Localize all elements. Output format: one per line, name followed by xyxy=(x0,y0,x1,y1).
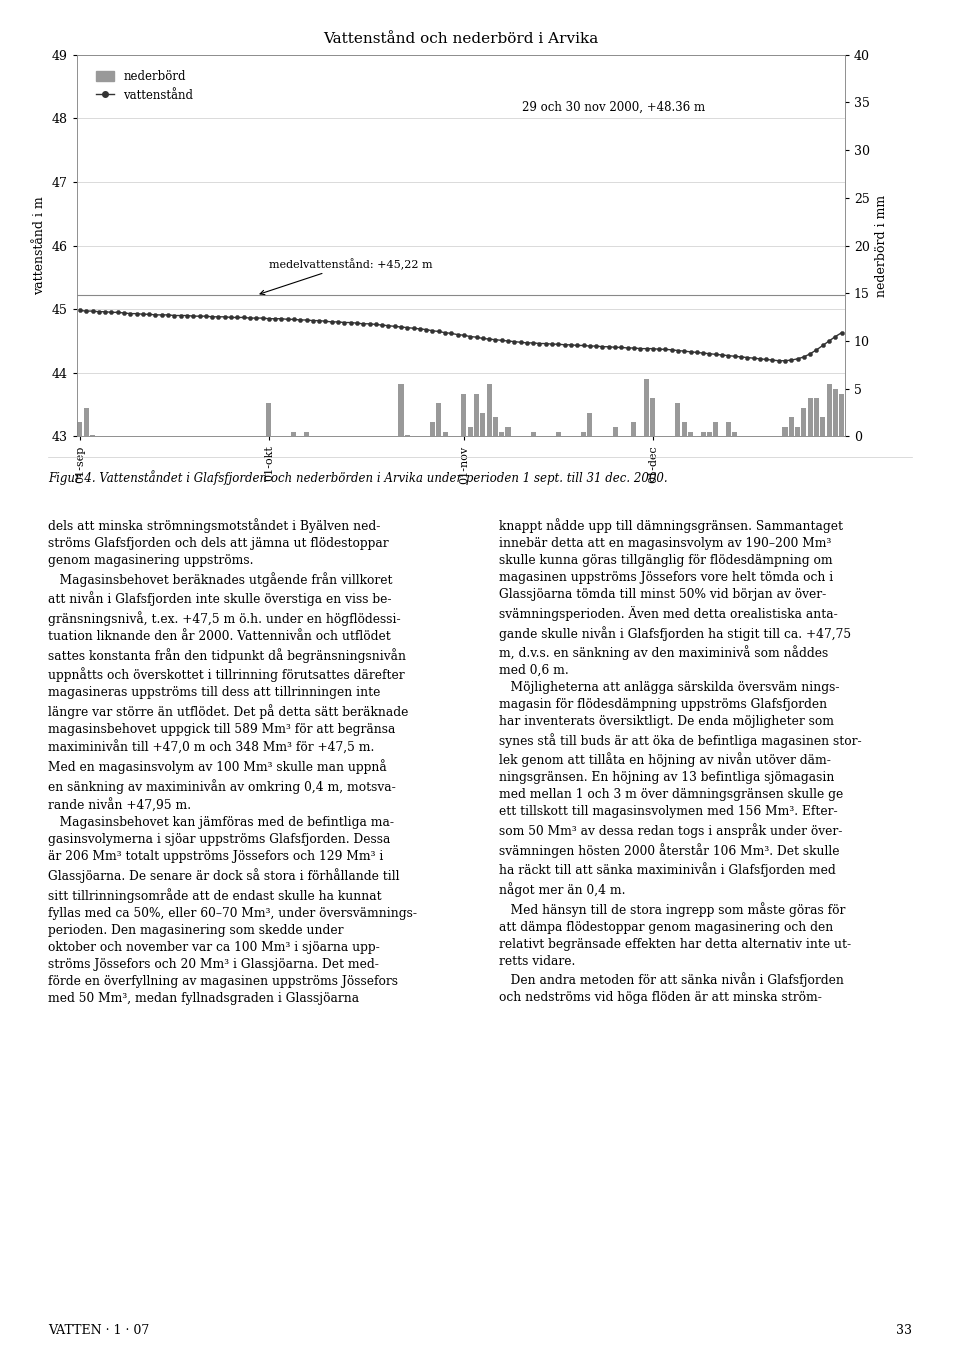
Bar xyxy=(588,412,592,436)
Bar xyxy=(802,408,806,436)
Bar xyxy=(833,389,838,436)
Text: Figur 4. Vattenståndet i Glafsfjorden och nederbörden i Arvika under perioden 1 : Figur 4. Vattenståndet i Glafsfjorden oc… xyxy=(48,471,667,486)
Bar xyxy=(807,398,813,436)
Bar xyxy=(90,435,95,436)
Bar xyxy=(814,398,819,436)
Bar xyxy=(474,394,479,436)
Bar xyxy=(713,421,718,436)
Legend: nederbörd, vattenstånd: nederbörd, vattenstånd xyxy=(90,64,200,108)
Text: medelvattenstånd: +45,22 m: medelvattenstånd: +45,22 m xyxy=(260,258,432,295)
Bar xyxy=(304,431,309,436)
Bar xyxy=(707,431,712,436)
Bar xyxy=(462,394,467,436)
Bar xyxy=(84,408,88,436)
Bar xyxy=(506,427,511,436)
Bar xyxy=(650,398,656,436)
Bar xyxy=(839,394,844,436)
Bar xyxy=(676,404,681,436)
Bar xyxy=(405,435,410,436)
Text: VATTEN · 1 · 07: VATTEN · 1 · 07 xyxy=(48,1323,149,1337)
Bar xyxy=(820,417,826,436)
Text: 33: 33 xyxy=(896,1323,912,1337)
Bar xyxy=(556,431,561,436)
Bar xyxy=(581,431,586,436)
Bar xyxy=(632,421,636,436)
Bar xyxy=(531,431,536,436)
Text: knappt nådde upp till dämningsgränsen. Sammantaget
innebär detta att en magasins: knappt nådde upp till dämningsgränsen. S… xyxy=(499,518,862,1004)
Bar xyxy=(726,421,731,436)
Bar xyxy=(688,431,693,436)
Bar xyxy=(292,431,297,436)
Bar xyxy=(492,417,498,436)
Bar xyxy=(701,431,706,436)
Text: 29 och 30 nov 2000, +48.36 m: 29 och 30 nov 2000, +48.36 m xyxy=(522,101,706,113)
Bar xyxy=(487,385,492,436)
Title: Vattenstånd och nederbörd i Arvika: Vattenstånd och nederbörd i Arvika xyxy=(324,33,598,46)
Bar xyxy=(436,404,442,436)
Y-axis label: nederbörd i mm: nederbörd i mm xyxy=(876,195,888,296)
Bar xyxy=(732,431,737,436)
Bar xyxy=(612,427,617,436)
Bar xyxy=(78,421,83,436)
Bar xyxy=(644,379,649,436)
Bar xyxy=(795,427,800,436)
Bar xyxy=(443,431,447,436)
Bar xyxy=(266,404,272,436)
Bar xyxy=(827,385,831,436)
Bar xyxy=(430,421,435,436)
Bar xyxy=(468,427,472,436)
Bar xyxy=(499,431,504,436)
Bar xyxy=(682,421,686,436)
Bar xyxy=(480,412,486,436)
Bar xyxy=(398,385,403,436)
Y-axis label: vattenstånd i m: vattenstånd i m xyxy=(34,196,46,295)
Bar xyxy=(782,427,787,436)
Bar xyxy=(789,417,794,436)
Text: dels att minska strömningsmotståndet i Byälven ned-
ströms Glafsfjorden och dels: dels att minska strömningsmotståndet i B… xyxy=(48,518,417,1004)
